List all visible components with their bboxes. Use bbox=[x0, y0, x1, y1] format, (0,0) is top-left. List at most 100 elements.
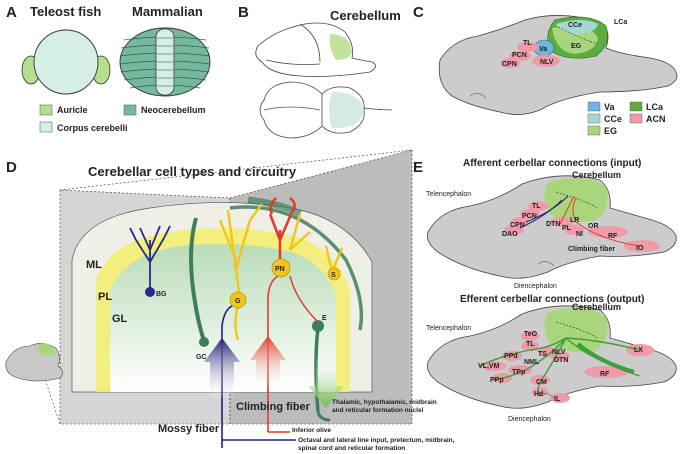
c-legend-swatch-eg bbox=[587, 125, 601, 136]
c-label-tl: TL bbox=[523, 40, 532, 47]
mouse-cerebellum-side bbox=[329, 34, 352, 60]
e-aff-label-ni: NI bbox=[576, 231, 583, 238]
c-cce bbox=[556, 20, 598, 34]
c-legend-swatch-acn bbox=[629, 113, 643, 124]
c-legend-va: Va bbox=[604, 102, 616, 112]
c-legend-swatch-lca bbox=[629, 101, 643, 112]
e-eff-label-ts: TS bbox=[538, 351, 547, 358]
slab-zoom-line-bottom bbox=[43, 375, 61, 425]
d-label-mossy-fiber: Mossy fiber bbox=[158, 423, 220, 435]
vermis-folia bbox=[157, 37, 173, 87]
mini-cerebellum bbox=[38, 343, 56, 356]
e-eff-label-hd: Hd bbox=[534, 391, 543, 398]
d-label-bg: BG bbox=[156, 291, 167, 298]
panel-d: D Cerebellar cell types and circuitry BG… bbox=[5, 149, 455, 452]
e-aff-label-pcn: PCN bbox=[522, 213, 537, 220]
d-label-gl: GL bbox=[112, 313, 128, 325]
panel-c-letter: C bbox=[413, 4, 424, 21]
c-eg bbox=[552, 26, 598, 54]
e-afferent-dashed bbox=[555, 191, 599, 209]
fish-brain-sagittal-c bbox=[438, 15, 678, 115]
d-label-e: E bbox=[322, 315, 327, 322]
climbing-fiber-line bbox=[267, 275, 279, 432]
e-eff-label-lx: LX bbox=[634, 347, 643, 354]
panel-c: C CCe LCa EG Va TL PCN CPN NLV Va LCa CC… bbox=[413, 4, 678, 136]
d-label-ml: ML bbox=[86, 259, 102, 271]
d-label-g: G bbox=[235, 298, 241, 305]
c-pcn-area bbox=[509, 51, 531, 61]
teleost-corpus-cerebelli bbox=[33, 29, 99, 95]
e-aff-label-pl: PL bbox=[562, 225, 572, 232]
panel-b-letter: B bbox=[238, 4, 249, 21]
e-eff-label-ppp: PPp bbox=[490, 377, 504, 384]
e-afferent-nuclei bbox=[504, 201, 660, 252]
d-label-gc: GC bbox=[196, 354, 207, 361]
legend-swatch-neocerebellum bbox=[123, 104, 137, 116]
c-label-cce: CCe bbox=[568, 22, 582, 29]
c-label-eg: EG bbox=[571, 43, 582, 50]
d-label-pn: PN bbox=[275, 266, 285, 273]
c-label-va: Va bbox=[539, 46, 547, 53]
e-eff-label-tl: TL bbox=[526, 341, 535, 348]
e-eff-label-telencephalon: Telencephalon bbox=[426, 325, 471, 332]
d-label-climbing-fiber: Climbing fiber bbox=[236, 401, 311, 413]
c-label-lca: LCa bbox=[614, 19, 627, 26]
legend-swatch-corpus-cerebelli bbox=[39, 121, 53, 133]
e-aff-label-dtn: DTN bbox=[546, 221, 560, 228]
e-aff-label-io: IO bbox=[636, 245, 644, 252]
c-legend-lca: LCa bbox=[646, 102, 664, 112]
s-soma bbox=[327, 267, 341, 281]
d-label-output-targets: Thalamic, hypothalamic, midbrain and reti… bbox=[332, 399, 437, 414]
panel-e: E Afferent cerbellar connections (input)… bbox=[413, 158, 677, 423]
e-afferent-brain bbox=[427, 175, 677, 279]
e-aff-label-cerebellum: Cerebellum bbox=[572, 170, 621, 180]
mouse-brain-top bbox=[259, 81, 393, 139]
gc-axon bbox=[189, 217, 206, 341]
legend-neocerebellum: Neocerebellum bbox=[141, 105, 206, 115]
c-label-cpn: CPN bbox=[502, 61, 517, 68]
e-eff-label-teo: TeO bbox=[524, 331, 538, 338]
c-legend-eg: EG bbox=[604, 126, 617, 136]
c-label-pcn: PCN bbox=[512, 52, 527, 59]
c-sulcus bbox=[469, 93, 487, 99]
output-arrow bbox=[308, 358, 344, 408]
pn-axon-to-e bbox=[289, 275, 319, 323]
c-legend-acn: ACN bbox=[646, 114, 666, 124]
legend-swatch-auricle bbox=[39, 104, 53, 116]
e-afferent-title: Afferent cerbellar connections (input) bbox=[463, 158, 641, 169]
c-legend-cce: CCe bbox=[604, 114, 622, 124]
output-line bbox=[316, 411, 331, 422]
panel-a-title-teleost: Teleost fish bbox=[30, 4, 101, 19]
mouse-cerebellum-top bbox=[329, 92, 364, 129]
e-efferent-nuclei bbox=[482, 331, 654, 403]
c-legend-swatch-cce bbox=[587, 113, 601, 124]
e-aff-label-telencephalon: Telencephalon bbox=[426, 191, 471, 198]
e-efferent-sulcus bbox=[537, 393, 555, 399]
e-eff-label-cerebellum: Cerebellum bbox=[572, 302, 621, 312]
c-nlv-area bbox=[532, 55, 560, 67]
e-aff-label-tl: TL bbox=[532, 203, 541, 210]
legend-auricle: Auricle bbox=[57, 105, 88, 115]
panel-a: A Teleost fish Mammalian Auricle Neocere… bbox=[6, 4, 211, 133]
slab-top-edge bbox=[59, 149, 413, 191]
parallel-fiber-bundle bbox=[247, 196, 302, 218]
panel-a-letter: A bbox=[6, 4, 17, 21]
parallel-fiber-arc bbox=[229, 205, 364, 331]
e-aff-label-diencephalon: Diencephalon bbox=[514, 283, 557, 290]
e-efferent-title: Efferent cerbellar connections (output) bbox=[460, 294, 644, 305]
e-eff-label-dtn: DTN bbox=[554, 357, 568, 364]
e-eff-label-tpp: TPp bbox=[512, 369, 525, 376]
mouse-brain-side bbox=[255, 22, 376, 77]
e-aff-label-dao: DAO bbox=[502, 231, 518, 238]
c-tl-area bbox=[517, 42, 539, 52]
e-aff-label-or: OR bbox=[588, 223, 599, 230]
bg-soma bbox=[145, 287, 155, 297]
panel-d-title: Cerebellar cell types and circuitry bbox=[88, 164, 297, 179]
g-soma bbox=[229, 291, 247, 309]
e-eff-label-cm: CM bbox=[536, 379, 547, 386]
panel-b: B Cerebellum bbox=[238, 4, 401, 139]
e-aff-label-climbing-fiber: Climbing fiber bbox=[568, 246, 615, 253]
d-label-s: S bbox=[331, 272, 336, 279]
d-label-mossy-sources: Octaval and lateral line input, pretectu… bbox=[298, 437, 455, 452]
e-eff-label-rf: RF bbox=[600, 371, 610, 378]
